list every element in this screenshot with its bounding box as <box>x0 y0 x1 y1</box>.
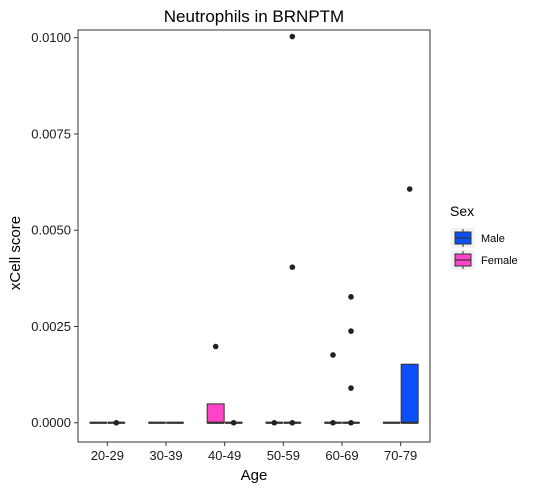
legend-entries: Male Female <box>451 228 518 270</box>
y-axis: 0.0000 0.0025 0.0050 0.0075 0.0100 <box>31 30 78 430</box>
outlier-point <box>289 264 296 270</box>
outlier-point <box>330 419 336 426</box>
y-tick-label: 0.0100 <box>31 30 71 45</box>
outlier-point <box>330 352 336 358</box>
x-tick-label: 20-29 <box>91 448 124 463</box>
box-female-60-69 <box>324 352 342 426</box>
x-tick-label: 70-79 <box>384 448 417 463</box>
plot-panel <box>77 29 431 443</box>
box-male-70-79 <box>400 186 419 424</box>
outlier-point <box>230 419 237 426</box>
legend: Sex Male Female <box>450 203 518 270</box>
box-female-50-59 <box>265 419 284 426</box>
y-tick-label: 0.0075 <box>31 126 71 141</box>
x-axis: 20-29 30-39 40-49 50-59 60-69 70-79 <box>91 442 417 463</box>
outlier-point <box>348 385 354 391</box>
legend-entry-female: Female <box>451 250 518 270</box>
outlier-point <box>113 419 120 426</box>
chart-title: Neutrophils in BRNPTM <box>164 7 344 26</box>
box-male-60-69 <box>342 294 360 426</box>
box-plots <box>89 33 419 426</box>
box-female-40-49 <box>206 343 225 424</box>
y-tick-label: 0.0025 <box>31 319 71 334</box>
x-tick-label: 50-59 <box>267 448 300 463</box>
x-axis-title: Age <box>241 467 268 484</box>
legend-entry-male: Male <box>451 228 505 248</box>
y-axis-title: xCell score <box>7 216 24 290</box>
legend-title: Sex <box>450 203 474 219</box>
box-body <box>400 363 419 424</box>
legend-label: Male <box>481 233 505 245</box>
outlier-point <box>289 419 296 426</box>
y-tick-label: 0.0000 <box>31 415 71 430</box>
x-tick-label: 30-39 <box>149 448 182 463</box>
outlier-point <box>212 343 219 350</box>
outlier-point <box>289 33 296 40</box>
outlier-point <box>271 419 278 426</box>
outlier-point <box>406 186 413 192</box>
box-male-20-29 <box>107 419 126 426</box>
outlier-point <box>348 419 354 426</box>
legend-label: Female <box>481 255 518 267</box>
outlier-point <box>348 294 354 300</box>
y-tick-label: 0.0050 <box>31 223 71 238</box>
x-tick-label: 40-49 <box>208 448 241 463</box>
box-body <box>206 403 225 424</box>
box-male-40-49 <box>224 419 243 426</box>
box-male-50-59 <box>283 33 302 426</box>
x-tick-label: 60-69 <box>325 448 358 463</box>
outlier-point <box>348 328 354 334</box>
